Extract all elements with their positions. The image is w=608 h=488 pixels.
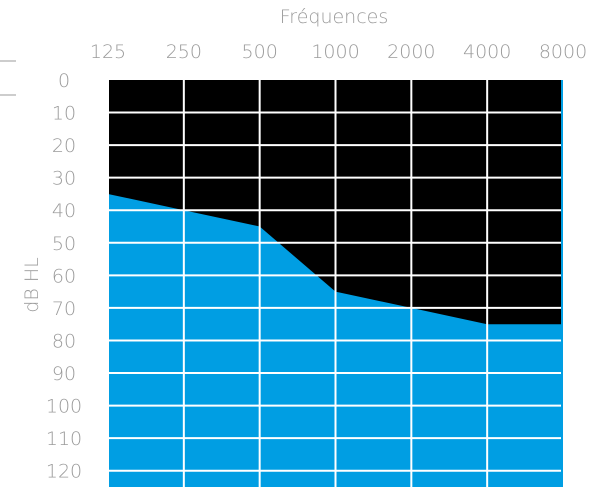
y-tick-label-60: 60 [52,265,76,287]
y-axis-title: dB HL [21,257,43,312]
y-tick-label-20: 20 [52,135,76,157]
y-tick-label-70: 70 [52,298,76,320]
plot-area [107,80,564,487]
y-tick-label-100: 100 [46,396,82,418]
y-tick-label-50: 50 [52,233,76,255]
x-tick-labels: 125 250 500 1000 2000 4000 8000 [90,41,587,63]
y-tick-label-40: 40 [52,200,76,222]
x-tick-label-250: 250 [166,41,202,63]
y-tick-label-120: 120 [46,461,82,483]
x-tick-label-1000: 1000 [311,41,359,63]
x-tick-label-500: 500 [242,41,278,63]
x-tick-label-8000: 8000 [539,41,587,63]
y-tick-label-0: 0 [58,70,70,92]
x-tick-label-2000: 2000 [387,41,435,63]
x-tick-label-125: 125 [90,41,126,63]
y-tick-label-90: 90 [52,363,76,385]
x-tick-label-4000: 4000 [463,41,511,63]
y-tick-label-80: 80 [52,330,76,352]
y-tick-labels: 0 10 20 30 40 50 60 70 80 90 100 110 120 [46,70,82,483]
y-tick-label-30: 30 [52,168,76,190]
x-axis-title: Fréquences [280,6,389,28]
y-tick-label-110: 110 [46,428,82,450]
y-tick-label-10: 10 [52,103,76,125]
